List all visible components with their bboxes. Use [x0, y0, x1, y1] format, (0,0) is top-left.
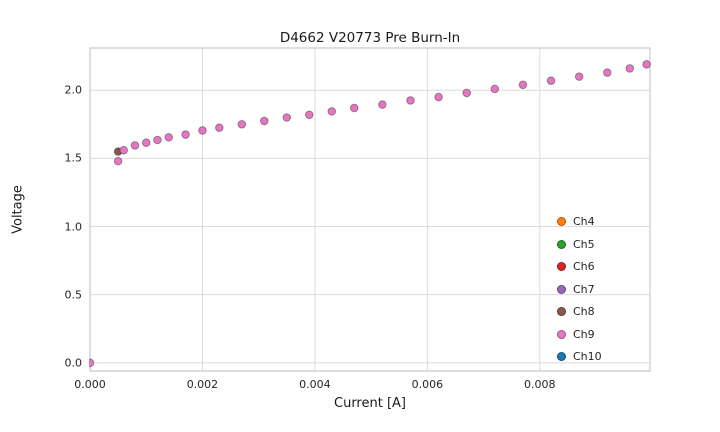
x-tick-label: 0.000 — [74, 378, 106, 391]
data-point-ch9 — [153, 135, 162, 145]
data-point-ch9 — [642, 60, 651, 69]
data-point-ch9 — [282, 113, 292, 122]
legend-label: Ch6 — [573, 260, 595, 274]
axes-spines — [89, 47, 651, 372]
x-axis-label: Current [A] — [334, 396, 406, 411]
chart-title: D4662 V20773 Pre Burn-In — [279, 30, 461, 46]
legend-item-ch7: Ch7 — [557, 281, 602, 299]
data-point-ch9 — [349, 103, 359, 113]
data-point-ch9 — [518, 80, 528, 90]
data-point-ch9 — [574, 72, 584, 81]
data-point-ch9 — [237, 120, 247, 129]
x-tick-label: 0.002 — [186, 378, 219, 391]
legend-marker-icon — [557, 307, 566, 317]
legend-label: Ch7 — [573, 282, 595, 296]
legend-label: Ch4 — [573, 215, 595, 229]
legend-marker-icon — [557, 329, 566, 339]
legend-item-ch6: Ch6 — [557, 258, 602, 276]
legend-item-ch8: Ch8 — [557, 303, 602, 321]
legend-label: Ch8 — [573, 305, 595, 319]
legend-marker-icon — [557, 262, 566, 272]
y-tick-label: 0.0 — [64, 356, 83, 370]
y-tick-label: 1.5 — [64, 151, 83, 165]
legend-item-ch4: Ch4 — [557, 213, 602, 231]
data-point-ch9 — [462, 88, 472, 98]
data-point-ch9 — [215, 123, 224, 133]
legend-marker-icon — [557, 352, 566, 362]
legend-marker-icon — [557, 217, 566, 227]
legend-item-ch5: Ch5 — [557, 236, 602, 254]
data-point-ch9 — [89, 358, 95, 368]
legend: Ch4 Ch5 Ch6 Ch7 Ch8 Ch9 Ch10 — [557, 213, 602, 366]
legend-marker-icon — [557, 284, 566, 294]
legend-item-ch10: Ch10 — [557, 348, 602, 366]
legend-item-ch9: Ch9 — [557, 326, 602, 344]
data-point-ch9 — [181, 130, 190, 139]
data-point-ch9 — [378, 100, 387, 109]
data-point-ch9 — [546, 76, 556, 86]
legend-label: Ch9 — [573, 327, 595, 341]
data-point-ch9 — [406, 96, 415, 105]
y-tick-label: 0.5 — [64, 288, 83, 302]
y-tick-label: 2.0 — [64, 83, 83, 97]
data-point-ch9 — [327, 107, 337, 116]
data-point-ch9 — [259, 116, 269, 126]
x-tick-label: 0.004 — [299, 378, 331, 391]
data-point-ch9 — [304, 110, 314, 120]
data-point-ch9 — [130, 141, 140, 150]
data-point-ch9 — [113, 156, 123, 166]
legend-label: Ch10 — [573, 350, 602, 364]
data-point-ch9 — [434, 92, 443, 102]
data-point-ch9 — [625, 64, 635, 73]
data-point-ch9 — [198, 126, 207, 135]
data-point-ch9 — [141, 138, 151, 148]
legend-marker-icon — [557, 239, 566, 249]
y-tick-label: 1.0 — [64, 220, 83, 234]
data-point-ch9 — [602, 68, 612, 77]
data-point-ch9 — [119, 145, 129, 155]
x-tick-label: 0.008 — [524, 378, 556, 391]
data-point-ch9 — [490, 84, 500, 94]
legend-label: Ch5 — [573, 237, 595, 251]
x-tick-label: 0.006 — [411, 378, 444, 391]
data-point-ch9 — [164, 132, 174, 142]
